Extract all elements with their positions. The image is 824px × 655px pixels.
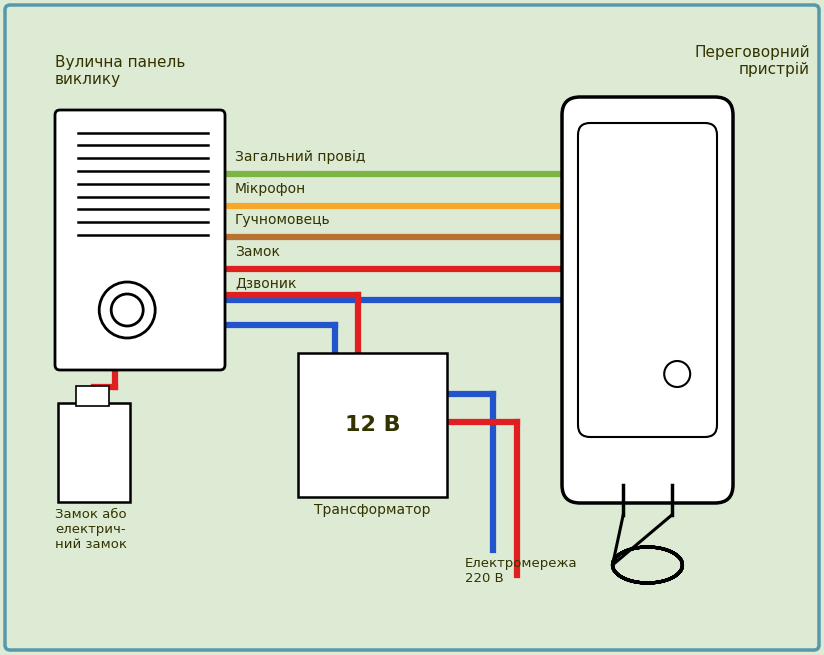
Text: Замок: Замок bbox=[235, 244, 280, 259]
FancyBboxPatch shape bbox=[578, 123, 717, 437]
Text: Мікрофон: Мікрофон bbox=[235, 182, 307, 196]
FancyBboxPatch shape bbox=[562, 97, 733, 503]
Text: Електромережа
220 В: Електромережа 220 В bbox=[465, 557, 578, 585]
Circle shape bbox=[111, 294, 143, 326]
Text: 12 В: 12 В bbox=[344, 415, 400, 435]
Text: Вулична панель
виклику: Вулична панель виклику bbox=[55, 55, 185, 87]
FancyBboxPatch shape bbox=[5, 5, 819, 650]
Text: Замок або
електрич-
ний замок: Замок або електрич- ний замок bbox=[55, 508, 127, 551]
FancyBboxPatch shape bbox=[58, 403, 130, 502]
FancyBboxPatch shape bbox=[76, 386, 109, 406]
FancyBboxPatch shape bbox=[55, 110, 225, 370]
Circle shape bbox=[664, 361, 691, 387]
Text: Переговорний
пристрій: Переговорний пристрій bbox=[695, 45, 810, 77]
Text: Загальний провід: Загальний провід bbox=[235, 149, 366, 164]
FancyBboxPatch shape bbox=[298, 353, 447, 497]
Text: Гучномовець: Гучномовець bbox=[235, 213, 330, 227]
Text: Дзвоник: Дзвоник bbox=[235, 276, 297, 290]
Circle shape bbox=[99, 282, 155, 338]
Text: Трансформатор: Трансформатор bbox=[314, 503, 431, 517]
